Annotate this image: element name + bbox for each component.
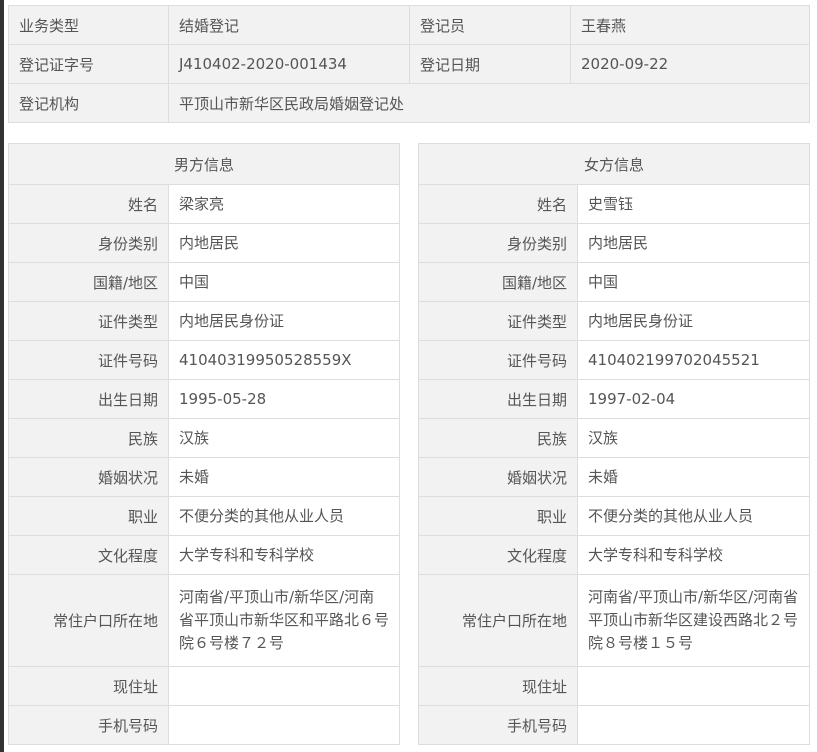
field-value: 1995-05-28 bbox=[168, 379, 400, 419]
field-label: 证件类型 bbox=[418, 301, 578, 341]
field-value: 中国 bbox=[168, 262, 400, 302]
field-label: 婚姻状况 bbox=[8, 457, 169, 497]
table-title: 女方信息 bbox=[418, 143, 810, 185]
label: 登记员 bbox=[409, 5, 571, 45]
field-value: 未婚 bbox=[168, 457, 400, 497]
field-label: 民族 bbox=[418, 418, 578, 458]
field-value: 不便分类的其他从业人员 bbox=[168, 496, 400, 536]
label: 登记机构 bbox=[8, 83, 169, 123]
label: 登记证字号 bbox=[8, 44, 169, 84]
field-label: 文化程度 bbox=[418, 535, 578, 575]
table-title: 男方信息 bbox=[8, 143, 400, 185]
table-row: 身份类别 内地居民 bbox=[8, 223, 400, 263]
table-row: 常住户口所在地 河南省/平顶山市/新华区/河南省平顶山市新华区建设西路北２号院８号… bbox=[418, 574, 810, 667]
table-row: 证件类型 内地居民身份证 bbox=[418, 301, 810, 341]
table-row: 手机号码 bbox=[8, 705, 400, 745]
value: 2020-09-22 bbox=[570, 44, 810, 84]
table-row: 手机号码 bbox=[418, 705, 810, 745]
field-label: 身份类别 bbox=[8, 223, 169, 263]
field-label: 职业 bbox=[8, 496, 169, 536]
field-value: 大学专科和专科学校 bbox=[168, 535, 400, 575]
field-label: 常住户口所在地 bbox=[418, 574, 578, 667]
field-value bbox=[168, 705, 400, 745]
field-label: 婚姻状况 bbox=[418, 457, 578, 497]
value: 平顶山市新华区民政局婚姻登记处 bbox=[168, 83, 810, 123]
field-label: 姓名 bbox=[8, 184, 169, 224]
table-row: 现住址 bbox=[418, 666, 810, 706]
table-row: 文化程度 大学专科和专科学校 bbox=[418, 535, 810, 575]
label: 登记日期 bbox=[409, 44, 571, 84]
field-label: 手机号码 bbox=[418, 705, 578, 745]
field-value: 1997-02-04 bbox=[577, 379, 810, 419]
field-label: 国籍/地区 bbox=[8, 262, 169, 302]
field-value: 不便分类的其他从业人员 bbox=[577, 496, 810, 536]
table-row: 证件号码 41040319950528559X bbox=[8, 340, 400, 380]
field-value: 梁家亮 bbox=[168, 184, 400, 224]
value: J410402-2020-001434 bbox=[168, 44, 410, 84]
field-label: 手机号码 bbox=[8, 705, 169, 745]
field-label: 现住址 bbox=[8, 666, 169, 706]
field-label: 民族 bbox=[8, 418, 169, 458]
table-row: 登记机构 平顶山市新华区民政局婚姻登记处 bbox=[8, 83, 810, 123]
table-row: 出生日期 1995-05-28 bbox=[8, 379, 400, 419]
table-row: 职业 不便分类的其他从业人员 bbox=[418, 496, 810, 536]
table-row: 国籍/地区 中国 bbox=[8, 262, 400, 302]
field-label: 职业 bbox=[418, 496, 578, 536]
registration-summary-table: 业务类型 结婚登记 登记员 王春燕 登记证字号 J410402-2020-001… bbox=[8, 5, 810, 123]
label: 业务类型 bbox=[8, 5, 169, 45]
field-label: 现住址 bbox=[418, 666, 578, 706]
value: 王春燕 bbox=[570, 5, 810, 45]
field-label: 姓名 bbox=[418, 184, 578, 224]
field-label: 证件类型 bbox=[8, 301, 169, 341]
male-info-table: 男方信息 姓名 梁家亮 身份类别 内地居民 国籍/地区 中国 证件类型 内地居民身份证 证件号码… bbox=[8, 143, 400, 745]
field-value: 410402199702045521 bbox=[577, 340, 810, 380]
table-row: 现住址 bbox=[8, 666, 400, 706]
field-value: 汉族 bbox=[577, 418, 810, 458]
value: 结婚登记 bbox=[168, 5, 410, 45]
table-row: 民族 汉族 bbox=[8, 418, 400, 458]
field-value: 河南省/平顶山市/新华区/河南省平顶山市新华区建设西路北２号院８号楼１５号 bbox=[577, 574, 810, 667]
field-value: 内地居民 bbox=[577, 223, 810, 263]
field-value bbox=[168, 666, 400, 706]
field-label: 证件号码 bbox=[8, 340, 169, 380]
field-value: 内地居民身份证 bbox=[168, 301, 400, 341]
table-row: 证件类型 内地居民身份证 bbox=[8, 301, 400, 341]
window-edge bbox=[0, 0, 4, 752]
field-value: 内地居民身份证 bbox=[577, 301, 810, 341]
field-value: 41040319950528559X bbox=[168, 340, 400, 380]
table-row: 国籍/地区 中国 bbox=[418, 262, 810, 302]
table-row: 出生日期 1997-02-04 bbox=[418, 379, 810, 419]
field-label: 出生日期 bbox=[418, 379, 578, 419]
field-value: 河南省/平顶山市/新华区/河南省平顶山市新华区和平路北６号院６号楼７２号 bbox=[168, 574, 400, 667]
table-row: 身份类别 内地居民 bbox=[418, 223, 810, 263]
table-row: 职业 不便分类的其他从业人员 bbox=[8, 496, 400, 536]
field-value: 史雪钰 bbox=[577, 184, 810, 224]
field-label: 出生日期 bbox=[8, 379, 169, 419]
field-value: 未婚 bbox=[577, 457, 810, 497]
field-value bbox=[577, 666, 810, 706]
field-label: 文化程度 bbox=[8, 535, 169, 575]
table-row: 姓名 梁家亮 bbox=[8, 184, 400, 224]
table-row: 文化程度 大学专科和专科学校 bbox=[8, 535, 400, 575]
table-row: 姓名 史雪钰 bbox=[418, 184, 810, 224]
table-row: 证件号码 410402199702045521 bbox=[418, 340, 810, 380]
table-row: 常住户口所在地 河南省/平顶山市/新华区/河南省平顶山市新华区和平路北６号院６号楼… bbox=[8, 574, 400, 667]
field-value bbox=[577, 705, 810, 745]
field-value: 中国 bbox=[577, 262, 810, 302]
table-row: 登记证字号 J410402-2020-001434 登记日期 2020-09-2… bbox=[8, 44, 810, 84]
field-value: 内地居民 bbox=[168, 223, 400, 263]
field-value: 汉族 bbox=[168, 418, 400, 458]
field-value: 大学专科和专科学校 bbox=[577, 535, 810, 575]
field-label: 常住户口所在地 bbox=[8, 574, 169, 667]
table-row: 民族 汉族 bbox=[418, 418, 810, 458]
table-row: 业务类型 结婚登记 登记员 王春燕 bbox=[8, 5, 810, 45]
table-row: 婚姻状况 未婚 bbox=[418, 457, 810, 497]
table-row: 婚姻状况 未婚 bbox=[8, 457, 400, 497]
female-info-table: 女方信息 姓名 史雪钰 身份类别 内地居民 国籍/地区 中国 证件类型 内地居民身份证 证件号码… bbox=[418, 143, 810, 745]
field-label: 证件号码 bbox=[418, 340, 578, 380]
field-label: 国籍/地区 bbox=[418, 262, 578, 302]
field-label: 身份类别 bbox=[418, 223, 578, 263]
